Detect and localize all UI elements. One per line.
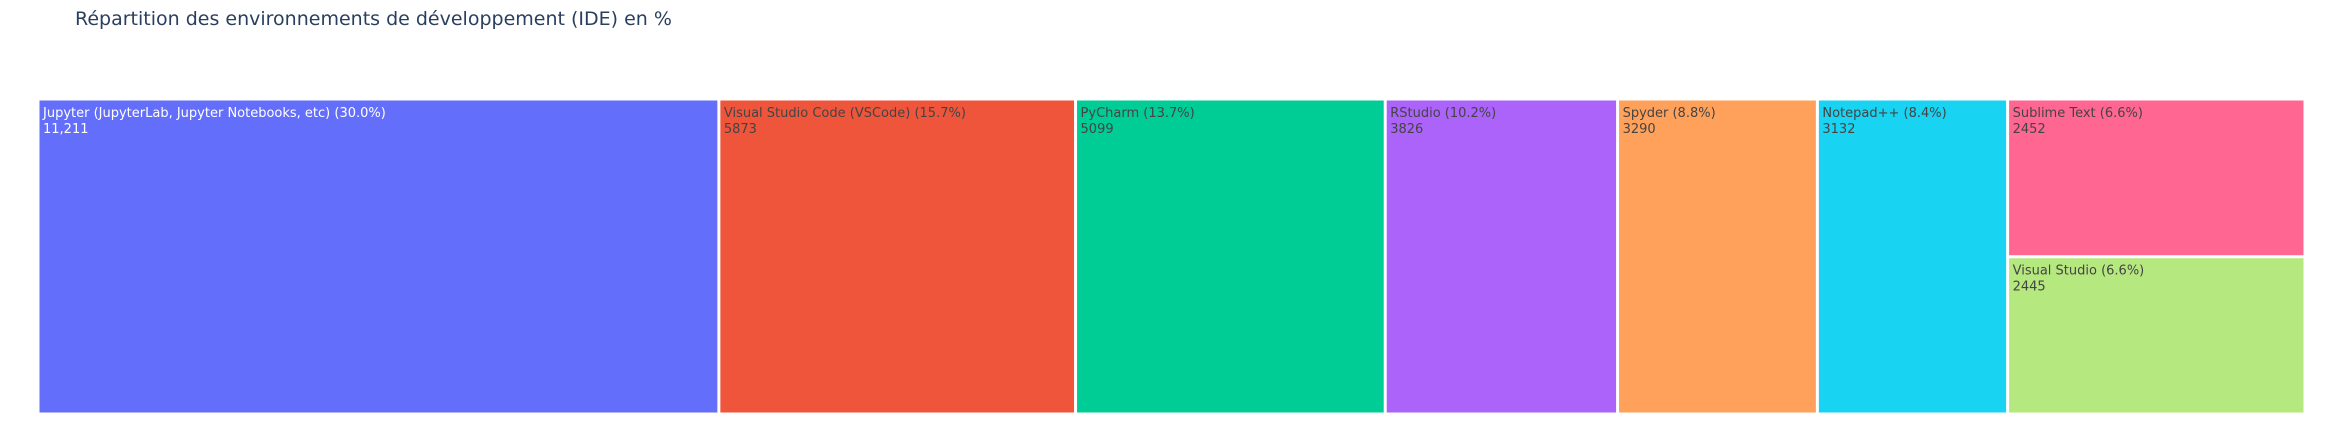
treemap-tile-label: Visual Studio Code (VSCode) (15.7%): [724, 106, 966, 121]
treemap-tile-value: 5099: [1081, 122, 1114, 137]
treemap-tile[interactable]: Notepad++ (8.4%)3132: [1818, 100, 2007, 413]
treemap-tile[interactable]: Visual Studio Code (VSCode) (15.7%)5873: [720, 100, 1075, 413]
treemap-tile-rect[interactable]: [720, 100, 1075, 413]
treemap-tile-label: Spyder (8.8%): [1623, 106, 1716, 121]
treemap-tile-rect[interactable]: [1619, 100, 1816, 413]
treemap-tile[interactable]: Spyder (8.8%)3290: [1619, 100, 1816, 413]
treemap-tile[interactable]: PyCharm (13.7%)5099: [1077, 100, 1384, 413]
treemap-tile-rect[interactable]: [1077, 100, 1384, 413]
treemap-tile-label: Notepad++ (8.4%): [1822, 106, 1946, 121]
treemap-tile-label: Visual Studio (6.6%): [2013, 264, 2145, 279]
treemap-tile-label: RStudio (10.2%): [1390, 106, 1496, 121]
treemap-tile[interactable]: RStudio (10.2%)3826: [1386, 100, 1617, 413]
treemap-tile-label: Sublime Text (6.6%): [2013, 106, 2143, 121]
treemap-tile-rect[interactable]: [1818, 100, 2007, 413]
treemap-tile-label: Jupyter (JupyterLab, Jupyter Notebooks, …: [42, 106, 386, 121]
chart-title: Répartition des environnements de dévelo…: [75, 8, 672, 30]
treemap-tile-value: 3826: [1390, 122, 1423, 137]
treemap-tile-value: 3290: [1623, 122, 1656, 137]
treemap-tile-rect[interactable]: [1386, 100, 1617, 413]
treemap-tile[interactable]: Jupyter (JupyterLab, Jupyter Notebooks, …: [39, 100, 718, 413]
treemap-tile-value: 2445: [2013, 280, 2046, 295]
treemap-tile-label: PyCharm (13.7%): [1081, 106, 1195, 121]
treemap-tile[interactable]: Visual Studio (6.6%)2445: [2009, 258, 2304, 413]
treemap-tile-value: 3132: [1822, 122, 1855, 137]
treemap-tile-rect[interactable]: [2009, 100, 2304, 256]
treemap-tile[interactable]: Sublime Text (6.6%)2452: [2009, 100, 2304, 256]
treemap-tile-value: 11,211: [43, 122, 89, 137]
treemap-tile-value: 2452: [2013, 122, 2046, 137]
treemap-tile-rect[interactable]: [2009, 258, 2304, 413]
treemap-tile-value: 5873: [724, 122, 757, 137]
treemap-tile-rect[interactable]: [39, 100, 718, 413]
